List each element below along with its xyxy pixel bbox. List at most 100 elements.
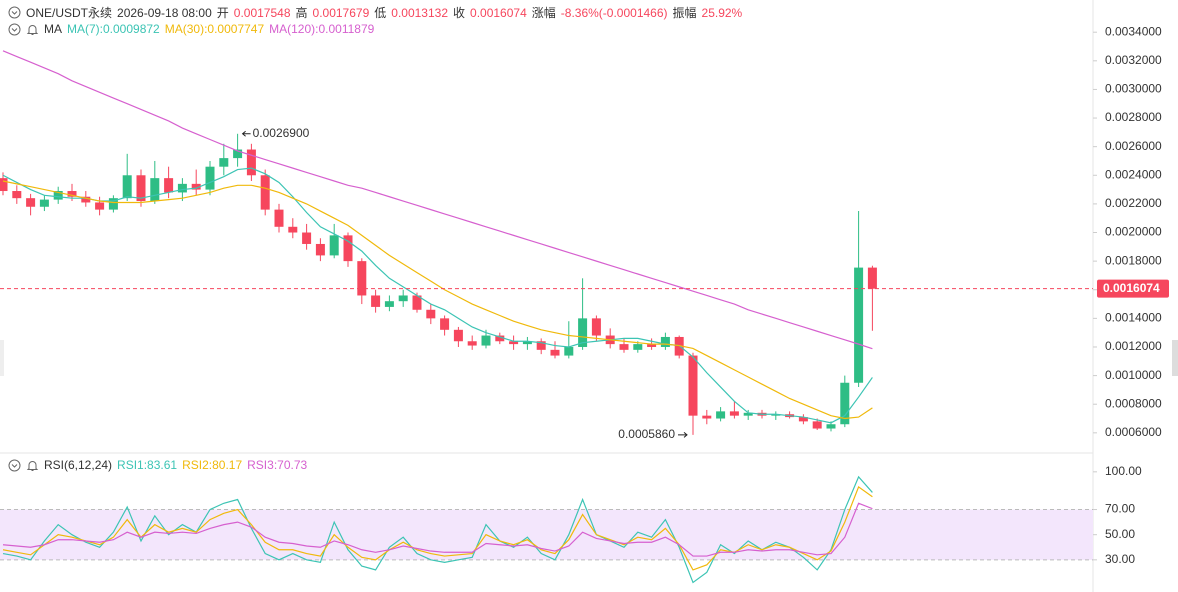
y-tick-label: 0.0034000 xyxy=(1105,24,1162,38)
candle-body xyxy=(357,261,367,296)
candle-body xyxy=(95,202,105,210)
candle-body xyxy=(150,178,160,202)
candle-body xyxy=(826,424,836,429)
candle-body xyxy=(81,196,91,203)
series-line xyxy=(2,502,873,557)
candle-body xyxy=(136,175,146,202)
legend-entry: MA(7):0.0009872 xyxy=(67,22,160,36)
candle-body xyxy=(536,341,546,350)
candle-body xyxy=(67,191,77,197)
alert-icon[interactable] xyxy=(26,459,39,472)
candle-body xyxy=(867,267,877,289)
candle-body xyxy=(481,335,491,346)
collapse-icon[interactable] xyxy=(8,459,21,472)
candle-body xyxy=(371,295,381,307)
y-tick-label: 100.00 xyxy=(1105,464,1142,478)
candle-body xyxy=(315,243,325,256)
candle-body xyxy=(329,235,339,256)
candle-body xyxy=(771,414,781,416)
y-tick-label: 0.0012000 xyxy=(1105,339,1162,353)
candle-body xyxy=(164,178,174,193)
candle-body xyxy=(191,183,201,190)
y-tick-label: 50.00 xyxy=(1105,527,1135,541)
y-tick-label: 70.00 xyxy=(1105,502,1135,516)
candle-body xyxy=(798,417,808,422)
label: 收 xyxy=(453,6,466,20)
candle-body xyxy=(219,158,229,167)
side-handle[interactable] xyxy=(0,340,4,376)
candle-body xyxy=(426,309,436,319)
series-line xyxy=(2,167,873,424)
candle-body xyxy=(108,198,118,210)
label: 低 xyxy=(374,6,387,20)
candle-body xyxy=(495,335,505,342)
candle-body xyxy=(274,209,284,227)
candle-body xyxy=(743,412,753,416)
candle-body xyxy=(509,341,519,345)
label: 高 xyxy=(295,6,308,20)
y-tick-label: 30.00 xyxy=(1105,552,1135,566)
value: -8.36%(-0.0001466) xyxy=(560,5,668,20)
legend-title: RSI(6,12,24) xyxy=(44,458,113,472)
y-tick-label: 0.0018000 xyxy=(1105,253,1162,267)
value: 25.92% xyxy=(701,5,743,20)
candle-body xyxy=(12,191,22,199)
value: 0.0017548 xyxy=(233,5,291,20)
label: 涨幅 xyxy=(531,6,556,20)
legend-entry: RSI3:70.73 xyxy=(247,458,308,472)
y-tick-label: 0.0022000 xyxy=(1105,196,1162,210)
candle-body xyxy=(177,183,187,193)
candle-body xyxy=(122,175,132,199)
candle-body xyxy=(716,411,726,419)
candle-body xyxy=(39,199,49,207)
y-tick-label: 0.0020000 xyxy=(1105,225,1162,239)
candle-body xyxy=(453,329,463,342)
annotation-arrow xyxy=(241,130,251,137)
candle-body xyxy=(398,295,408,302)
value: 0.0017679 xyxy=(312,5,370,20)
value: 0.0013132 xyxy=(391,5,449,20)
max-label: 0.0026900 xyxy=(253,126,310,140)
rsi-band xyxy=(0,509,1093,560)
legend-entry: RSI2:80.17 xyxy=(182,458,243,472)
candle-body xyxy=(302,232,312,244)
candle-body xyxy=(688,355,698,416)
candle-body xyxy=(53,191,63,200)
candle-body xyxy=(564,346,574,356)
candle-body xyxy=(660,336,670,347)
legend-entry: MA(120):0.0011879 xyxy=(269,22,375,36)
min-label: 0.0005860 xyxy=(618,427,675,441)
candle-body xyxy=(633,344,643,350)
legend-title: MA xyxy=(44,22,62,36)
y-tick-label: 0.0032000 xyxy=(1105,53,1162,67)
time: 2026-09-18 08:00 xyxy=(117,5,212,20)
y-tick-label: 0.0028000 xyxy=(1105,110,1162,124)
series-line xyxy=(2,485,873,571)
candle-body xyxy=(233,149,243,159)
candle-body xyxy=(522,341,532,345)
ma-legend: MA MA(7):0.0009872 MA(30):0.0007747 MA(120… xyxy=(8,22,374,36)
alert-icon[interactable] xyxy=(26,23,39,36)
candle-body xyxy=(812,421,822,429)
last-price-label: 0.0016074 xyxy=(1103,281,1160,295)
candle-body xyxy=(729,411,739,416)
candle-body xyxy=(647,344,657,347)
y-tick-label: 0.0026000 xyxy=(1105,139,1162,153)
y-tick-label: 0.0008000 xyxy=(1105,396,1162,410)
collapse-icon[interactable] xyxy=(8,23,21,36)
candle-body xyxy=(412,295,422,310)
y-tick-label: 0.0014000 xyxy=(1105,311,1162,325)
collapse-icon[interactable] xyxy=(8,6,21,19)
label: 振幅 xyxy=(672,6,697,20)
candle-body xyxy=(591,318,601,336)
last-price-tag xyxy=(1097,279,1169,298)
candle-body xyxy=(840,382,850,425)
candle-body xyxy=(205,166,215,190)
side-handle[interactable] xyxy=(1172,340,1178,376)
candle-body xyxy=(619,344,629,350)
candle-body xyxy=(467,341,477,346)
y-tick-label: 0.0006000 xyxy=(1105,425,1162,439)
legend-entry: MA(30):0.0007747 xyxy=(164,22,265,36)
y-tick-label: 0.0024000 xyxy=(1105,167,1162,181)
